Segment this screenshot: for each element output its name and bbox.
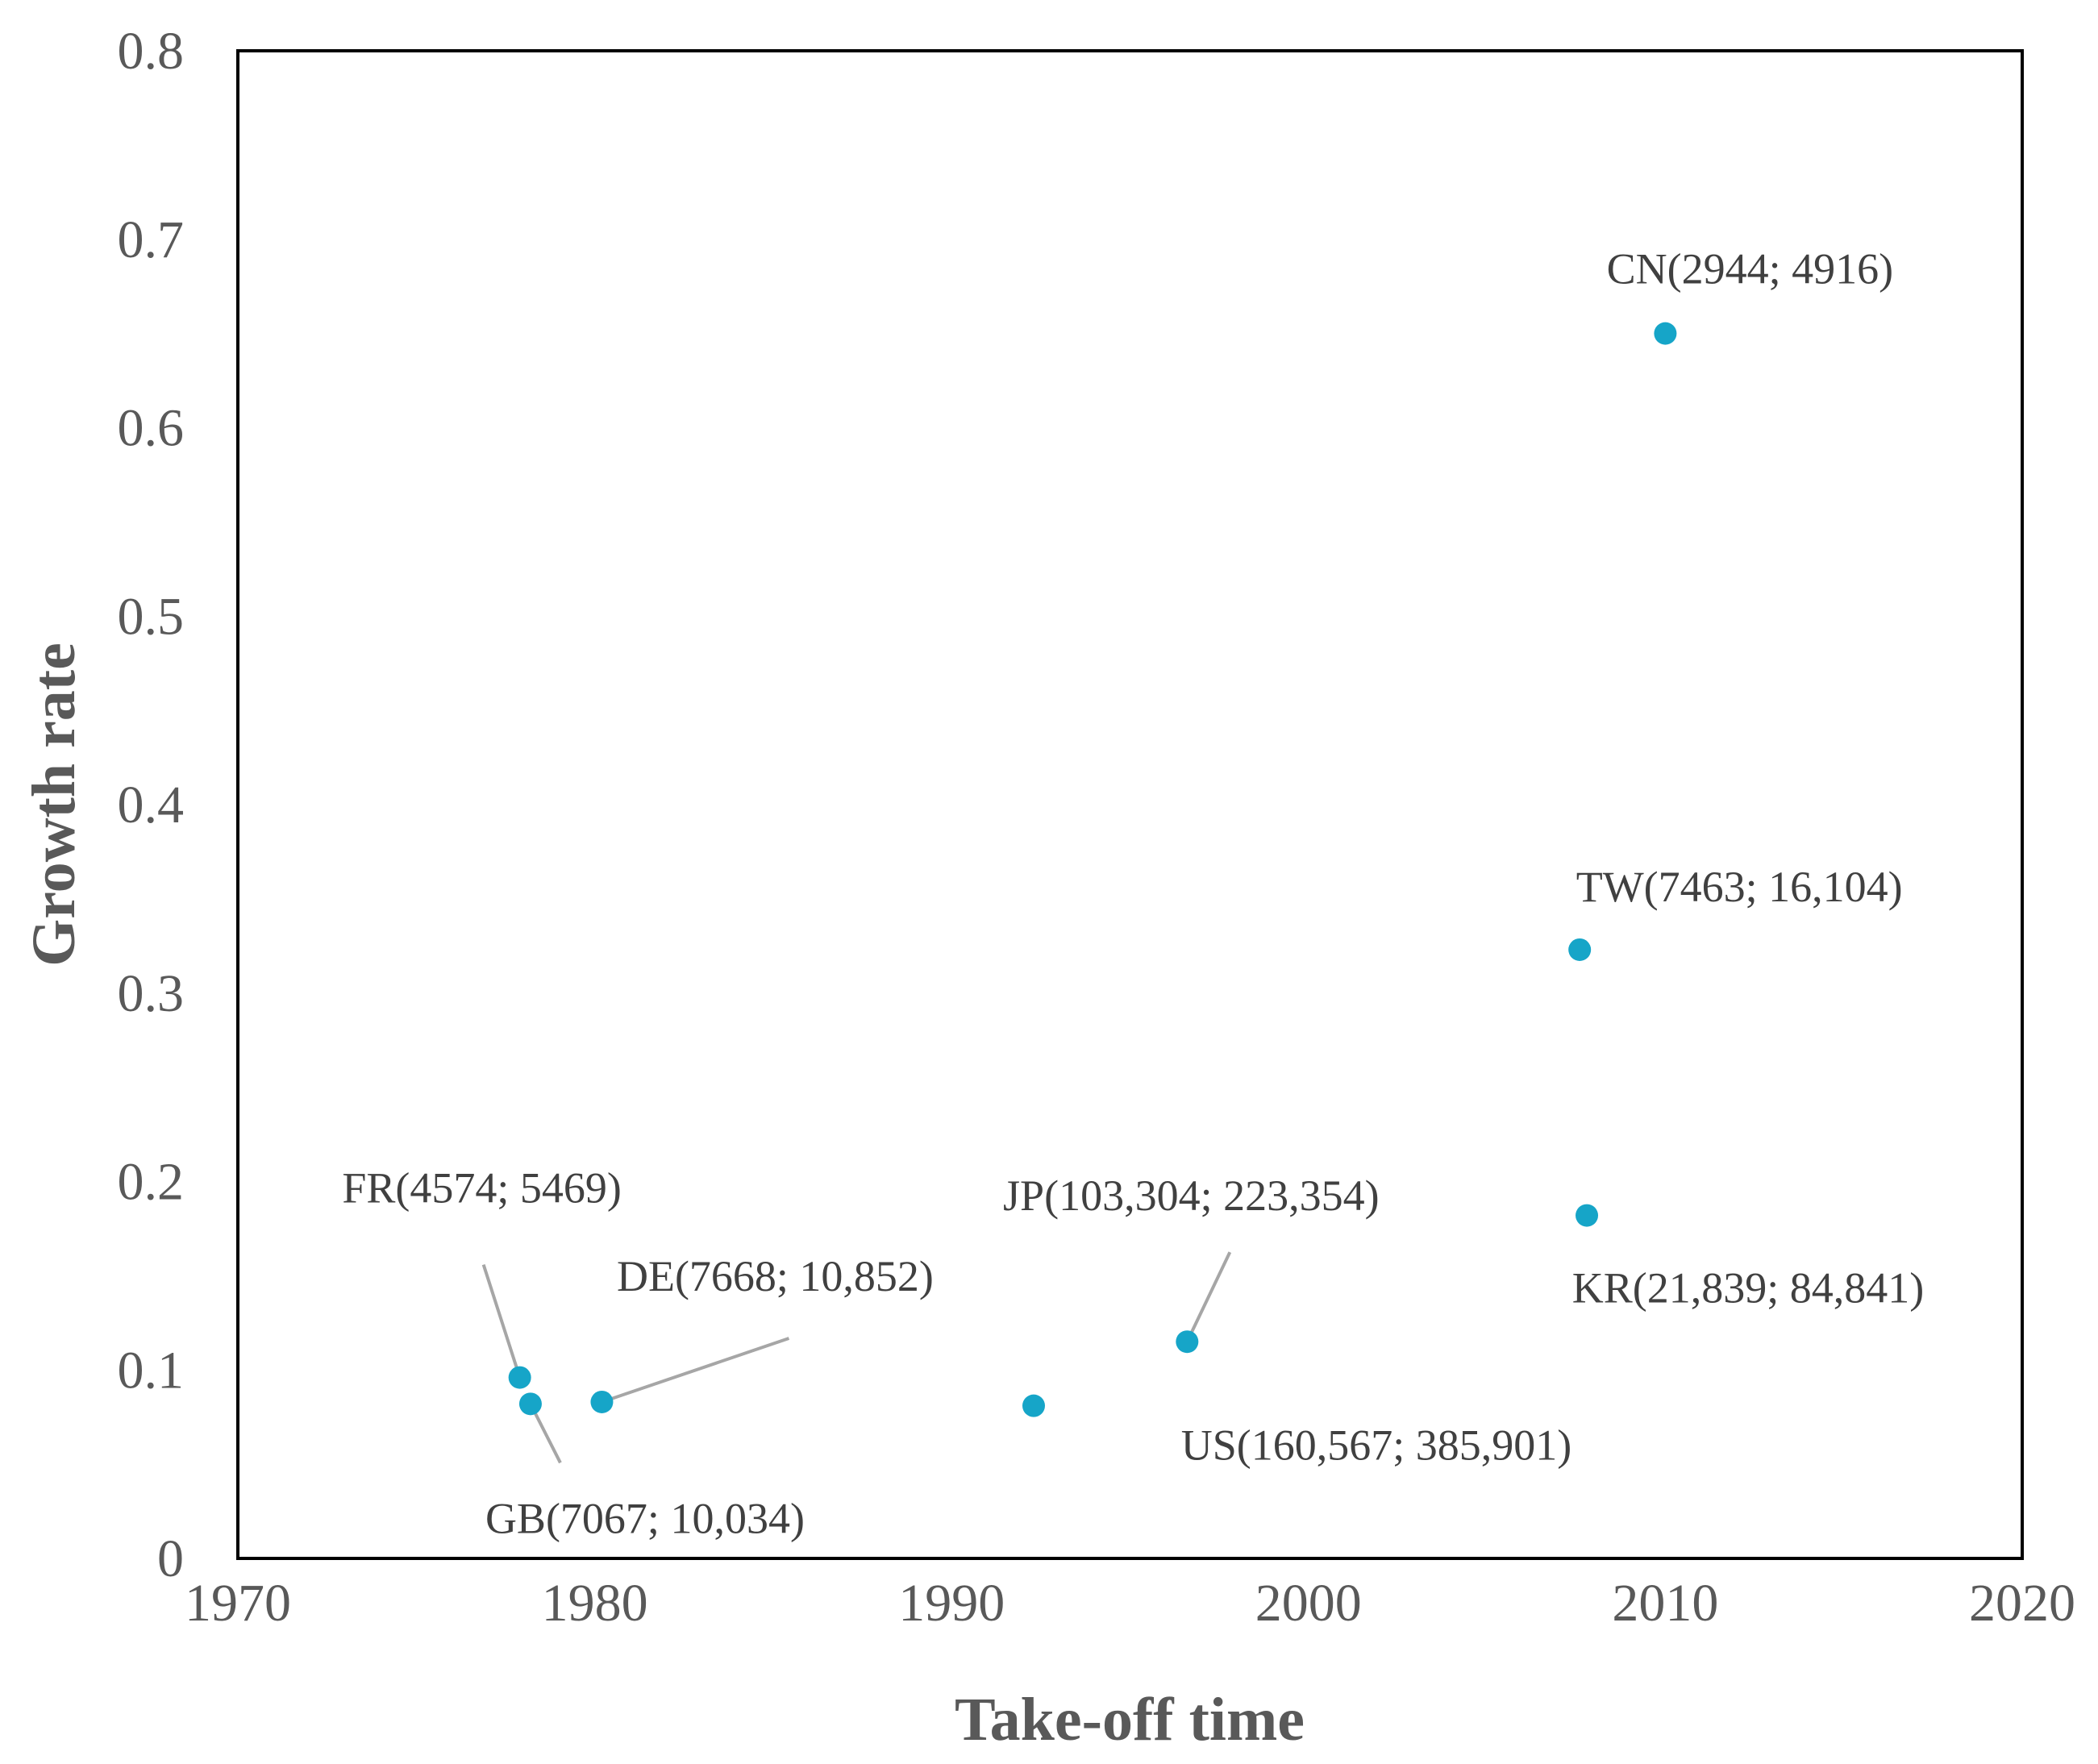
x-tick-label: 1980 bbox=[542, 1574, 648, 1633]
x-tick-label: 2020 bbox=[1969, 1574, 2075, 1633]
y-tick-label: 0.4 bbox=[118, 776, 185, 834]
data-point-de bbox=[590, 1390, 614, 1413]
y-axis-tick-labels: 0 0.1 0.2 0.3 0.4 0.5 0.6 0.7 0.8 bbox=[118, 22, 185, 1588]
data-labels: CN(2944; 4916) TW(7463; 16,104) KR(21,839;… bbox=[342, 245, 1924, 1543]
y-tick-label: 0 bbox=[157, 1529, 184, 1588]
data-label-gb: GB(7067; 10,034) bbox=[485, 1494, 805, 1542]
data-point-fr bbox=[508, 1366, 531, 1389]
leader-line-de bbox=[601, 1337, 790, 1404]
x-tick-label: 1970 bbox=[185, 1574, 291, 1633]
data-point-kr bbox=[1576, 1204, 1599, 1227]
leader-lines bbox=[481, 1251, 1232, 1464]
leader-line-jp bbox=[1185, 1251, 1232, 1343]
x-axis-title: Take-off time bbox=[955, 1686, 1305, 1754]
data-point-tw bbox=[1568, 938, 1592, 961]
y-tick-label: 0.6 bbox=[118, 399, 185, 458]
data-label-us: US(160,567; 385,901) bbox=[1181, 1421, 1572, 1470]
x-axis-tick-labels: 1970 1980 1990 2000 2010 2020 bbox=[185, 1574, 2075, 1633]
data-label-jp: JP(103,304; 223,354) bbox=[1003, 1171, 1380, 1220]
y-tick-label: 0.3 bbox=[118, 964, 185, 1023]
data-label-kr: KR(21,839; 84,841) bbox=[1572, 1264, 1924, 1313]
y-tick-label: 0.8 bbox=[118, 22, 185, 81]
y-tick-label: 0.1 bbox=[118, 1341, 185, 1400]
plot-area-frame bbox=[236, 49, 2024, 1560]
data-point-gb bbox=[518, 1392, 542, 1416]
data-points bbox=[508, 322, 1677, 1417]
data-label-cn: CN(2944; 4916) bbox=[1607, 245, 1893, 293]
x-tick-label: 2010 bbox=[1612, 1574, 1718, 1633]
data-label-de: DE(7668; 10,852) bbox=[617, 1252, 934, 1300]
data-point-cn bbox=[1654, 322, 1677, 345]
data-label-fr: FR(4574; 5469) bbox=[342, 1164, 622, 1213]
y-tick-label: 0.5 bbox=[118, 587, 185, 646]
y-axis-title: Growth rate bbox=[20, 643, 88, 967]
leader-line-fr bbox=[481, 1263, 522, 1379]
data-point-us bbox=[1022, 1394, 1045, 1417]
y-tick-label: 0.7 bbox=[118, 210, 185, 269]
x-tick-label: 1990 bbox=[898, 1574, 1005, 1633]
y-tick-label: 0.2 bbox=[118, 1153, 185, 1212]
x-tick-label: 2000 bbox=[1255, 1574, 1362, 1633]
data-point-jp bbox=[1176, 1330, 1199, 1354]
data-label-tw: TW(7463; 16,104) bbox=[1576, 863, 1903, 911]
